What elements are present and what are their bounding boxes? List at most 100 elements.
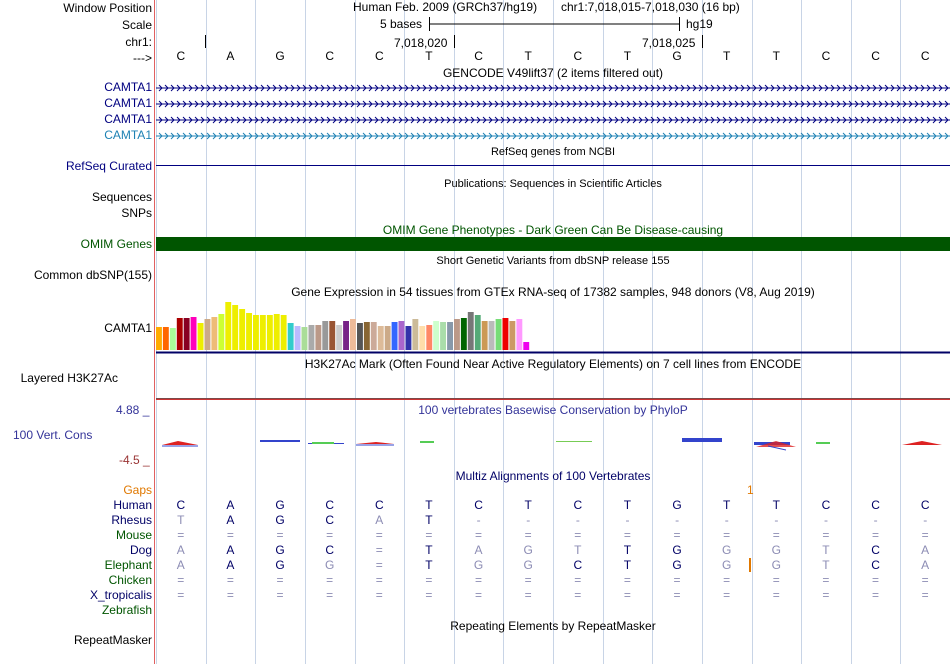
- alignment-base: T: [723, 498, 731, 512]
- gencode-item-label[interactable]: CAMTA1: [104, 112, 152, 126]
- species-label[interactable]: Dog: [129, 543, 152, 557]
- ruler-base: G: [275, 49, 285, 63]
- gtex-tissue-bar: [357, 323, 363, 350]
- alignment-base: G: [672, 543, 682, 557]
- alignment-base: =: [226, 528, 234, 542]
- alignment-base: -: [873, 513, 878, 527]
- cons-label[interactable]: 100 Vert. Cons: [13, 428, 93, 442]
- gtex-tissue-bar: [433, 321, 440, 350]
- scale-label: Scale: [121, 18, 152, 32]
- alignment-base: =: [723, 588, 731, 602]
- alignment-base: =: [822, 588, 830, 602]
- gtex-tissue-bar: [225, 302, 232, 350]
- gtex-tissue-bar: [398, 321, 405, 350]
- gencode-item-label[interactable]: CAMTA1: [104, 128, 152, 142]
- gtex-tissue-bar: [162, 327, 169, 350]
- refseq-label[interactable]: RefSeq Curated: [65, 159, 152, 173]
- alignment-base: T: [822, 558, 830, 572]
- refseq-gene-line[interactable]: [156, 165, 950, 166]
- gtex-chart[interactable]: [156, 298, 950, 354]
- ruler-base: C: [474, 49, 483, 63]
- gtex-tissue-bar: [190, 317, 197, 350]
- alignment-base: G: [473, 558, 484, 572]
- alignment-base: =: [475, 588, 483, 602]
- gtex-tissue-bar: [308, 325, 315, 350]
- cons-max-label: 4.88 _: [116, 403, 150, 417]
- dbsnp-label[interactable]: Common dbSNP(155): [33, 268, 152, 282]
- gtex-tissue-bar: [502, 318, 509, 350]
- gtex-tissue-bar: [239, 309, 246, 350]
- gtex-tissue-bar: [412, 319, 419, 350]
- alignment-base: =: [425, 528, 433, 542]
- species-label[interactable]: Elephant: [104, 558, 152, 572]
- gencode-gene-features[interactable]: [156, 80, 950, 144]
- omim-gene-bar[interactable]: [156, 237, 950, 251]
- gaps-label[interactable]: Gaps: [123, 483, 152, 497]
- cons-min-label: -4.5 _: [119, 453, 150, 467]
- species-label[interactable]: Zebrafish: [101, 603, 152, 617]
- alignment-base: A: [176, 558, 185, 572]
- alignment-base: -: [526, 513, 531, 527]
- alignment-base: =: [772, 528, 780, 542]
- alignment-base: T: [623, 543, 632, 557]
- cons-wiggle[interactable]: [156, 430, 950, 454]
- alignment-base: =: [326, 528, 334, 542]
- alignment-base: C: [176, 498, 186, 512]
- ruler-base: C: [573, 49, 583, 63]
- gtex-tissue-bar: [509, 321, 516, 350]
- h3k27ac-label[interactable]: Layered H3K27Ac: [20, 371, 118, 385]
- refseq-title: RefSeq genes from NCBI: [490, 146, 616, 158]
- species-label[interactable]: X_tropicalis: [89, 588, 152, 602]
- window-position-label: Window Position: [63, 1, 152, 15]
- rmsk-label[interactable]: RepeatMasker: [73, 633, 152, 647]
- alignment-base: G: [722, 558, 732, 572]
- gtex-tissue-bar: [384, 326, 391, 350]
- omim-label[interactable]: OMIM Genes: [80, 237, 152, 251]
- alignment-base: =: [226, 573, 234, 587]
- position-text: chr1:7,018,015-7,018,030 (16 bp): [561, 0, 740, 14]
- alignment-base: =: [226, 588, 234, 602]
- gtex-tissue-bar: [273, 314, 280, 350]
- gtex-tissue-bar: [440, 322, 446, 350]
- alignment-base: =: [276, 588, 284, 602]
- alignment-base: C: [821, 498, 831, 512]
- alignment-base: A: [176, 543, 185, 557]
- alignment-base: -: [625, 513, 630, 527]
- species-label[interactable]: Mouse: [115, 528, 152, 542]
- alignment-base: =: [623, 588, 631, 602]
- publications-label-snps[interactable]: SNPs: [121, 206, 152, 220]
- alignment-base: T: [524, 498, 532, 512]
- gtex-label[interactable]: CAMTA1: [104, 321, 152, 335]
- alignment-base: A: [226, 558, 235, 572]
- gtex-tissue-bar: [488, 321, 495, 350]
- alignment-base: T: [623, 558, 632, 572]
- gtex-tissue-bar: [363, 322, 370, 350]
- publications-label-sequences[interactable]: Sequences: [91, 190, 152, 204]
- alignment-base: =: [673, 573, 681, 587]
- dbsnp-title: Short Genetic Variants from dbSNP releas…: [436, 255, 670, 267]
- alignment-base: =: [574, 528, 582, 542]
- alignment-base: -: [724, 513, 729, 527]
- alignment-base: G: [275, 558, 285, 572]
- alignment-base: =: [623, 573, 631, 587]
- species-label[interactable]: Chicken: [108, 573, 152, 587]
- alignment-base: =: [524, 588, 532, 602]
- chrom-label: chr1:: [125, 35, 152, 49]
- alignment-base: =: [872, 528, 880, 542]
- alignment-base: T: [425, 558, 433, 572]
- species-label[interactable]: Rhesus: [111, 513, 152, 527]
- alignment-base: C: [920, 498, 930, 512]
- omim-title: OMIM Gene Phenotypes - Dark Green Can Be…: [382, 223, 724, 237]
- species-label[interactable]: Human: [113, 498, 152, 512]
- alignment-base: C: [871, 498, 880, 512]
- ruler-base: T: [425, 49, 433, 63]
- gencode-item-label[interactable]: CAMTA1: [104, 96, 152, 110]
- alignment-base: =: [375, 588, 383, 602]
- assembly-text: Human Feb. 2009 (GRCh37/hg19): [353, 0, 538, 14]
- gtex-tissue-bar: [322, 321, 329, 350]
- gtex-tissue-bar: [405, 326, 412, 350]
- gencode-strand-chevrons: [158, 84, 949, 92]
- gencode-item-label[interactable]: CAMTA1: [104, 80, 152, 94]
